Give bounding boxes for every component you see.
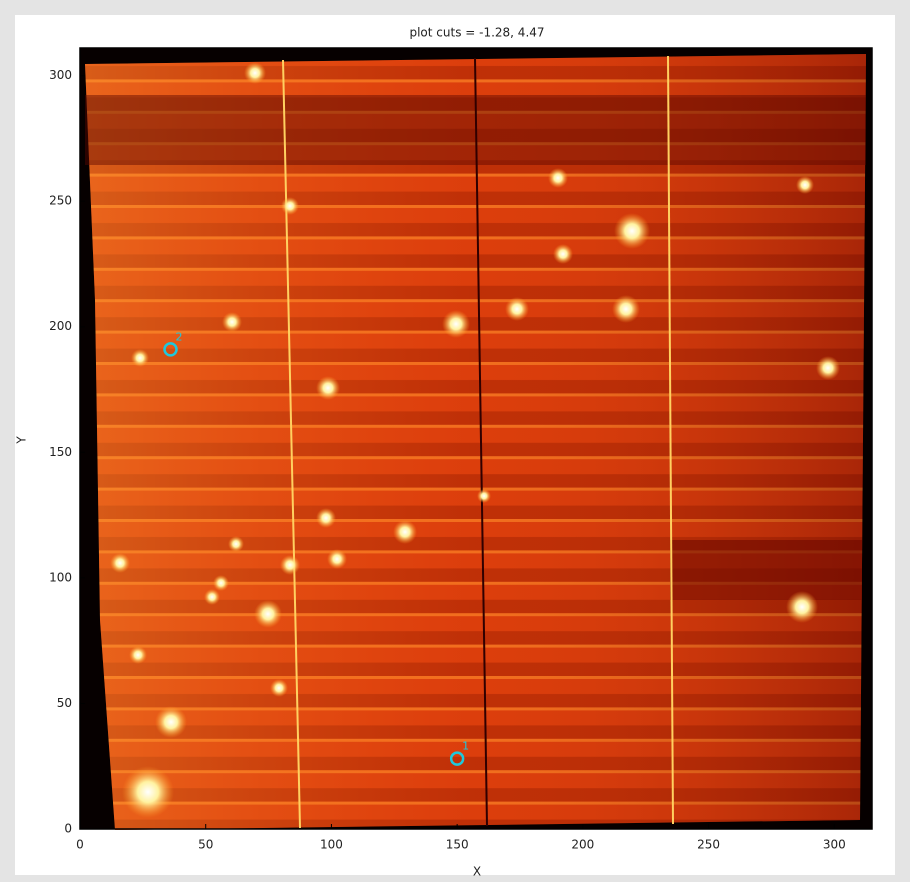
image bbox=[85, 54, 866, 830]
source bbox=[270, 679, 288, 697]
image-shade bbox=[85, 54, 866, 830]
x-tick-label: 100 bbox=[320, 838, 343, 852]
source bbox=[244, 62, 266, 84]
source bbox=[553, 244, 573, 264]
source bbox=[327, 549, 347, 569]
source bbox=[614, 213, 650, 249]
source bbox=[477, 489, 491, 503]
source bbox=[131, 349, 149, 367]
source bbox=[213, 575, 229, 591]
x-axis-label: X bbox=[473, 865, 481, 879]
source bbox=[280, 555, 300, 575]
plot-border bbox=[79, 47, 873, 830]
y-tick-label: 50 bbox=[57, 696, 72, 710]
y-tick-label: 100 bbox=[49, 570, 72, 584]
marker bbox=[449, 751, 465, 766]
marker-label: 2 bbox=[176, 330, 183, 343]
x-tick-label: 150 bbox=[446, 838, 469, 852]
y-tick-label: 300 bbox=[49, 68, 72, 82]
source bbox=[155, 706, 187, 738]
y-tick-label: 250 bbox=[49, 194, 72, 208]
x-tick-label: 50 bbox=[198, 838, 213, 852]
source bbox=[316, 376, 340, 400]
y-tick-label: 0 bbox=[64, 822, 72, 836]
source bbox=[110, 553, 130, 573]
x-tick-label: 0 bbox=[76, 838, 84, 852]
source bbox=[816, 356, 840, 380]
source bbox=[316, 508, 336, 528]
y-axis-label: Y bbox=[15, 436, 29, 445]
seam bbox=[282, 59, 301, 829]
source bbox=[505, 297, 529, 321]
source bbox=[122, 766, 174, 818]
source bbox=[254, 600, 282, 628]
source bbox=[222, 312, 242, 332]
source bbox=[612, 295, 640, 323]
seam bbox=[474, 57, 488, 827]
source bbox=[786, 591, 818, 623]
source bbox=[129, 646, 147, 664]
seam bbox=[667, 55, 674, 825]
y-tick-label: 150 bbox=[49, 445, 72, 459]
y-tick-label: 200 bbox=[49, 319, 72, 333]
marker bbox=[163, 342, 178, 357]
x-tick-label: 250 bbox=[697, 838, 720, 852]
marker-label: 1 bbox=[462, 740, 469, 753]
source bbox=[228, 536, 244, 552]
source bbox=[796, 176, 814, 194]
chart-title: plot cuts = -1.28, 4.47 bbox=[409, 26, 544, 40]
source bbox=[204, 589, 220, 605]
dark-band bbox=[670, 540, 862, 600]
source bbox=[393, 520, 417, 544]
source bbox=[442, 310, 470, 338]
x-tick-label: 200 bbox=[571, 838, 594, 852]
source bbox=[281, 197, 299, 215]
x-tick-label: 300 bbox=[823, 838, 846, 852]
source bbox=[548, 168, 568, 188]
